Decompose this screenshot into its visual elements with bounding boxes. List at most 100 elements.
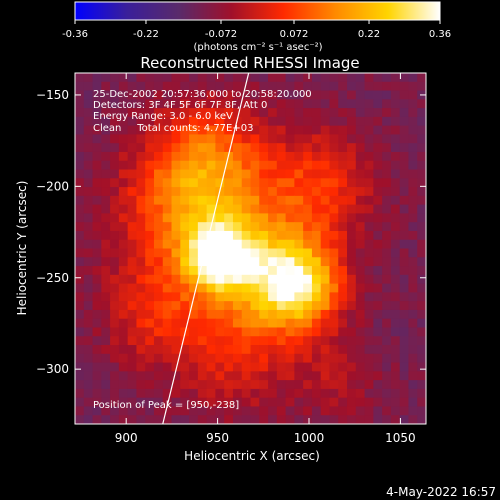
heatmap-cell — [355, 239, 366, 250]
heatmap-cell — [171, 143, 181, 153]
heatmap-cell — [259, 116, 269, 127]
heatmap-cell — [276, 213, 287, 223]
heatmap-cell — [390, 353, 401, 364]
heatmap-cell — [329, 327, 339, 337]
heatmap-cell — [224, 81, 234, 92]
heatmap-cell — [364, 239, 374, 250]
heatmap-cell — [382, 380, 392, 390]
heatmap-cell — [92, 388, 102, 399]
heatmap-cell — [408, 415, 418, 424]
heatmap-cell — [232, 301, 243, 311]
heatmap-cell — [408, 327, 418, 337]
heatmap-cell — [338, 415, 348, 424]
heatmap-cell — [189, 187, 199, 197]
heatmap-cell — [373, 388, 383, 399]
heatmap-cell — [232, 134, 243, 144]
heatmap-cell — [268, 73, 278, 83]
heatmap-cell — [364, 406, 374, 416]
heatmap-cell — [329, 397, 339, 408]
heatmap-cell — [303, 274, 313, 285]
heatmap-cell — [224, 266, 234, 276]
y-tick-label: −150 — [36, 88, 69, 102]
heatmap-cell — [347, 327, 357, 337]
heatmap-cell — [250, 327, 260, 337]
plot-frame — [74, 72, 427, 425]
heatmap-cell — [382, 257, 392, 267]
heatmap-cell — [197, 204, 208, 215]
heatmap-cell — [136, 143, 146, 153]
heatmap-cell — [241, 90, 252, 100]
heatmap-cell — [311, 99, 322, 109]
heatmap-cell — [329, 169, 339, 179]
heatmap-cell — [241, 345, 252, 355]
heatmap-cell — [259, 353, 269, 364]
heatmap-cell — [75, 187, 85, 197]
heatmap-cell — [408, 318, 418, 329]
heatmap-cell — [189, 248, 199, 258]
heatmap-cell — [92, 73, 102, 83]
heatmap-cell — [382, 160, 392, 171]
heatmap-cell — [373, 301, 383, 311]
heatmap-cell — [355, 318, 366, 329]
heatmap-cell — [329, 345, 339, 355]
heatmap-cell — [268, 292, 278, 302]
heatmap-cell — [145, 125, 155, 136]
heatmap-cell — [153, 239, 164, 250]
heatmap-cell — [285, 371, 295, 381]
heatmap-cell — [417, 345, 426, 355]
heatmap-cell — [417, 230, 426, 241]
heatmap-cell — [162, 108, 173, 118]
heatmap-cell — [294, 406, 304, 416]
heatmap-cell — [162, 257, 173, 267]
heatmap-cell — [136, 283, 146, 293]
heatmap-cell — [294, 169, 304, 179]
heatmap-cell — [92, 274, 102, 285]
heatmap-cell — [329, 99, 339, 109]
heatmap-cell — [382, 336, 392, 346]
heatmap-cell — [294, 230, 304, 241]
heatmap-cell — [355, 125, 366, 136]
heatmap-cell — [373, 143, 383, 153]
heatmap-cell — [347, 81, 357, 92]
heatmap-cell — [373, 187, 383, 197]
heatmap-cell — [347, 108, 357, 118]
heatmap-cell — [215, 151, 225, 162]
heatmap-cell — [215, 116, 225, 127]
heatmap-cell — [136, 73, 146, 83]
heatmap-cell — [303, 160, 313, 171]
heatmap-cell — [294, 301, 304, 311]
heatmap-cell — [294, 248, 304, 258]
heatmap-cell — [294, 204, 304, 215]
heatmap-cell — [75, 213, 85, 223]
heatmap-cell — [303, 248, 313, 258]
heatmap-cell — [390, 406, 401, 416]
heatmap-cell — [355, 345, 366, 355]
heatmap-cell — [197, 213, 208, 223]
heatmap-cell — [259, 213, 269, 223]
heatmap-cell — [338, 134, 348, 144]
heatmap-cell — [145, 248, 155, 258]
heatmap-cell — [329, 160, 339, 171]
heatmap-cell — [241, 160, 252, 171]
heatmap-cell — [320, 99, 331, 109]
heatmap-cell — [390, 134, 401, 144]
heatmap-cell — [127, 169, 138, 179]
heatmap-cell — [171, 257, 181, 267]
heatmap-cell — [215, 283, 225, 293]
heatmap-cell — [241, 116, 252, 127]
heatmap-cell — [373, 248, 383, 258]
heatmap-cell — [127, 353, 138, 364]
heatmap-cell — [92, 336, 102, 346]
heatmap-cell — [232, 380, 243, 390]
heatmap-cell — [92, 309, 102, 320]
heatmap-cell — [145, 230, 155, 241]
heatmap-cell — [285, 309, 295, 320]
heatmap-cell — [83, 169, 94, 179]
heatmap-cell — [110, 257, 120, 267]
heatmap-cell — [232, 406, 243, 416]
heatmap-cell — [382, 362, 392, 372]
heatmap-cell — [92, 143, 102, 153]
heatmap-cell — [417, 292, 426, 302]
heatmap-cell — [180, 353, 190, 364]
heatmap-cell — [373, 116, 383, 127]
